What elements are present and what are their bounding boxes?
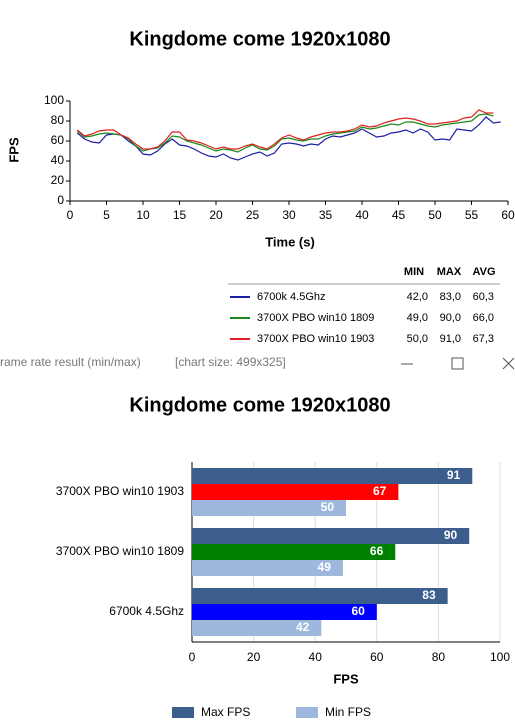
legend-swatch: [172, 707, 194, 718]
table-cell: 50,0: [407, 333, 428, 345]
bar: [192, 560, 343, 576]
x-axis-label: Time (s): [265, 234, 315, 249]
close-button[interactable]: [502, 357, 515, 370]
data-label: 66: [370, 544, 384, 558]
x-tick-label: 30: [282, 208, 296, 222]
x-tick-label: 10: [136, 208, 150, 222]
x-tick-label: 40: [309, 650, 323, 664]
x-tick-label: 5: [103, 208, 110, 222]
data-label: 91: [447, 468, 461, 482]
data-label: 50: [321, 500, 335, 514]
x-tick-label: 50: [428, 208, 442, 222]
y-axis-label: FPS: [6, 137, 21, 163]
maximize-button[interactable]: [451, 357, 464, 370]
table-cell: 60,3: [473, 291, 494, 303]
y-tick-label: 20: [51, 173, 65, 187]
bar: [192, 500, 346, 516]
chart-title: Kingdome come 1920x1080: [129, 28, 390, 50]
legend-swatch: [296, 707, 318, 718]
data-label: 42: [296, 620, 310, 634]
y-tick-label: 40: [51, 153, 65, 167]
legend-label: Min FPS: [325, 705, 371, 719]
table-cell: 66,0: [473, 312, 494, 324]
x-tick-label: 60: [501, 208, 515, 222]
y-tick-label: 60: [51, 133, 65, 147]
table-header: AVG: [472, 266, 495, 278]
data-line: [76, 109, 494, 150]
x-axis-label: FPS: [333, 671, 359, 686]
table-cell: 91,0: [440, 333, 461, 345]
x-tick-label: 45: [392, 208, 406, 222]
y-tick-label: 80: [51, 113, 65, 127]
legend-label: 6700k 4.5Ghz: [257, 291, 326, 303]
bar: [192, 588, 448, 604]
x-tick-label: 40: [355, 208, 369, 222]
x-tick-label: 80: [432, 650, 446, 664]
table-header: MIN: [404, 266, 424, 278]
data-label: 60: [351, 604, 365, 618]
table-cell: 42,0: [407, 291, 428, 303]
table-header: MAX: [437, 266, 462, 278]
x-tick-label: 25: [246, 208, 260, 222]
data-label: 67: [373, 484, 387, 498]
window-title: rame rate result (min/max): [0, 355, 141, 369]
table-cell: 49,0: [407, 312, 428, 324]
legend-label: Max FPS: [201, 705, 250, 719]
x-tick-label: 35: [319, 208, 333, 222]
y-tick-label: 100: [44, 93, 64, 107]
x-tick-label: 0: [189, 650, 196, 664]
table-cell: 67,3: [473, 333, 494, 345]
data-line: [76, 113, 494, 153]
x-tick-label: 15: [173, 208, 187, 222]
y-tick-label: 3700X PBO win10 1903: [56, 484, 184, 498]
bar: [192, 468, 473, 484]
y-tick-label: 0: [57, 193, 64, 207]
table-cell: 83,0: [440, 291, 461, 303]
window-titlebar: [0, 346, 515, 378]
x-tick-label: 20: [247, 650, 261, 664]
legend-label: 3700X PBO win10 1903: [257, 333, 374, 345]
x-tick-label: 0: [67, 208, 74, 222]
chart-title: Kingdome come 1920x1080: [129, 394, 390, 416]
bar: [192, 528, 470, 544]
table-cell: 90,0: [440, 312, 461, 324]
bar: [192, 604, 377, 620]
x-tick-label: 60: [370, 650, 384, 664]
y-tick-label: 3700X PBO win10 1809: [56, 544, 184, 558]
bar: [192, 484, 399, 500]
x-tick-label: 55: [465, 208, 479, 222]
bar: [192, 544, 396, 560]
x-tick-label: 100: [490, 650, 510, 664]
x-tick-label: 20: [209, 208, 223, 222]
data-label: 83: [422, 588, 436, 602]
data-label: 90: [444, 528, 458, 542]
data-line: [76, 116, 501, 161]
data-label: 49: [318, 560, 332, 574]
bar: [192, 620, 322, 636]
legend-label: 3700X PBO win10 1809: [257, 312, 374, 324]
window-info: [chart size: 499x325]: [175, 355, 286, 369]
y-tick-label: 6700k 4.5Ghz: [109, 604, 184, 618]
